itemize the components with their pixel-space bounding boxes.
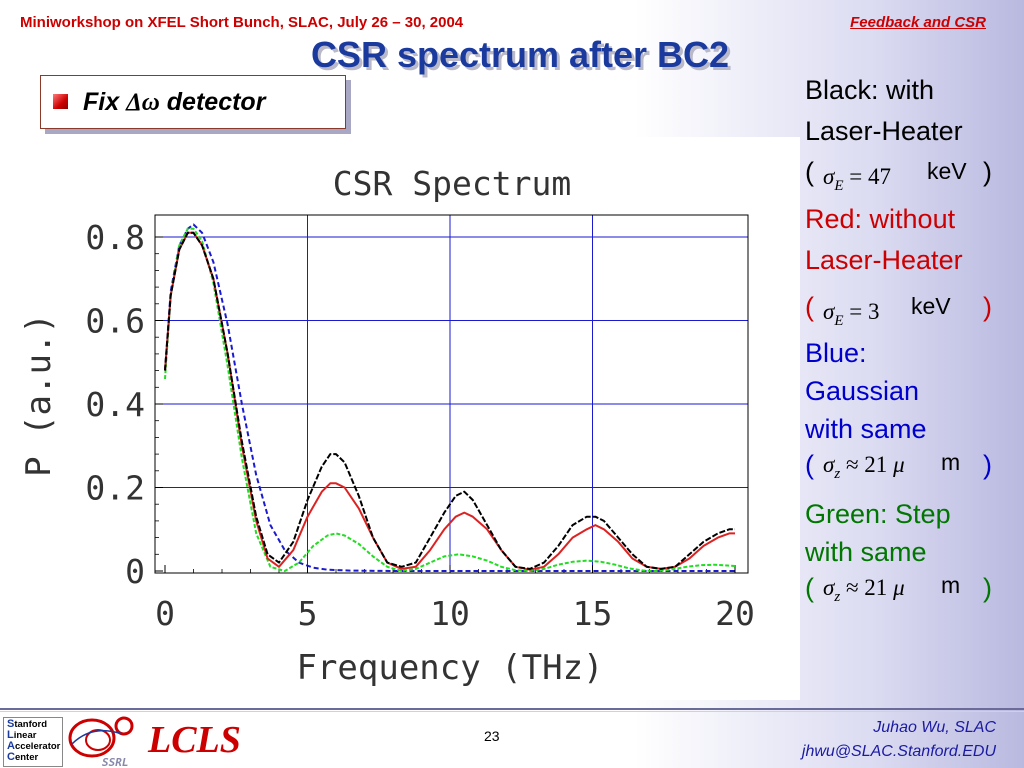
slide-header: Miniworkshop on XFEL Short Bunch, SLAC, …: [0, 0, 1024, 40]
open-paren: (: [805, 450, 814, 480]
slac-logo-text: Stanford Linear Accelerator Center: [7, 718, 61, 764]
logo-word: inear: [13, 730, 37, 741]
legend-black-sigma: ( σE = 47 keV ): [805, 152, 1020, 194]
mu-symbol: μ: [893, 575, 905, 600]
slide-title: CSR spectrum after BC2: [310, 34, 730, 75]
bullet-square-icon: [53, 94, 68, 109]
y-tick-label: 0.6: [85, 302, 145, 341]
close-paren: ): [983, 292, 992, 322]
section-link[interactable]: Feedback and CSR: [850, 14, 986, 31]
legend-green-title-1: Green: Step: [805, 499, 951, 529]
y-tick-label: 0: [125, 552, 145, 591]
sigma-expression: σz ≈ 21 μ: [823, 571, 905, 608]
sigma-symbol: σ: [823, 452, 835, 477]
x-axis-label: Frequency (THz): [296, 648, 603, 688]
delta-omega-symbol: Δω: [126, 89, 160, 116]
unit: keV: [911, 293, 951, 319]
legend-panel: Black: with Laser-Heater ( σE = 47 keV )…: [805, 70, 1020, 605]
sigma-expression: σE = 3: [823, 291, 880, 336]
author-info: Juhao Wu, SLAC jhwu@SLAC.Stanford.EDU: [802, 716, 996, 764]
slac-logo: Stanford Linear Accelerator Center: [3, 717, 63, 767]
close-paren: ): [983, 573, 992, 603]
series-line-red: [164, 231, 735, 571]
sigma-expression: σE = 47: [823, 156, 891, 201]
close-paren: ): [983, 157, 992, 187]
tick-layer: [155, 236, 736, 573]
footer-divider: [0, 708, 1024, 710]
logo-letter: S: [7, 718, 15, 730]
sigma-relation: ≈ 21: [840, 575, 894, 600]
legend-green-sigma: ( σz ≈ 21 μ m ): [805, 571, 1020, 605]
open-paren: (: [805, 157, 814, 187]
x-tick-label: 15: [573, 594, 613, 633]
csr-spectrum-chart: CSR Spectrum Frequency (THz) P (a.u.) 0 5…: [19, 164, 755, 688]
sigma-subscript: z: [834, 466, 841, 482]
logo-word: tanford: [14, 719, 48, 730]
bullet-box: Fix Δω detector: [40, 75, 346, 129]
legend-red-title-1: Red: without: [805, 204, 956, 234]
sigma-symbol: σ: [823, 299, 835, 324]
author-name: Juhao Wu, SLAC: [873, 719, 996, 736]
legend-red-title-2: Laser-Heater: [805, 245, 963, 275]
y-tick-label: 0.8: [85, 218, 145, 257]
series-line-black: [164, 231, 735, 570]
ssrl-logo-icon: SSRL: [68, 716, 134, 768]
x-tick-label: 0: [155, 594, 175, 633]
x-tick-label: 10: [430, 594, 470, 633]
mu-symbol: μ: [893, 452, 905, 477]
sigma-subscript: z: [834, 589, 841, 605]
series-line-green: [164, 227, 736, 572]
page-number: 23: [484, 728, 500, 744]
sigma-relation: = 47: [843, 164, 891, 189]
legend-blue-title-2: Gaussian: [805, 376, 920, 406]
logo-letter: L: [7, 729, 14, 741]
bullet-prefix: Fix: [83, 88, 127, 116]
open-paren: (: [805, 573, 814, 603]
footer-divider-light: [0, 711, 1024, 712]
series-layer: [164, 223, 736, 572]
y-tick-labels: 0 0.2 0.4 0.6 0.8: [85, 218, 145, 591]
legend-blue-title-1: Blue:: [805, 338, 867, 368]
x-tick-labels: 0 5 10 15 20: [155, 594, 755, 633]
logo-word: ccelerator: [14, 741, 61, 752]
legend-blue-title-3: with same: [805, 414, 927, 444]
sigma-symbol: σ: [823, 164, 835, 189]
x-tick-label: 20: [715, 594, 755, 633]
author-email[interactable]: jhwu@SLAC.Stanford.EDU: [801, 743, 996, 760]
sigma-relation: = 3: [843, 299, 880, 324]
y-tick-label: 0.2: [85, 469, 145, 508]
plot-frame: [154, 214, 749, 574]
logo-word: enter: [14, 752, 39, 763]
close-paren: ): [983, 450, 992, 480]
workshop-title: Miniworkshop on XFEL Short Bunch, SLAC, …: [20, 14, 464, 31]
open-paren: (: [805, 292, 814, 322]
sigma-subscript: E: [834, 178, 844, 194]
y-tick-label: 0.4: [85, 385, 145, 424]
sigma-symbol: σ: [823, 575, 835, 600]
sigma-subscript: E: [834, 313, 844, 329]
grid-layer: [155, 215, 748, 573]
bullet-text: Fix Δω detector: [83, 88, 265, 117]
bullet-suffix: detector: [159, 88, 266, 116]
legend-red-sigma: ( σE = 3 keV ): [805, 287, 1020, 329]
x-tick-label: 5: [298, 594, 318, 633]
legend-black-title-2: Laser-Heater: [805, 116, 963, 146]
unit: m: [941, 449, 961, 475]
sigma-expression: σz ≈ 21 μ: [823, 448, 905, 485]
ssrl-text: SSRL: [102, 756, 129, 768]
legend-blue-sigma: ( σz ≈ 21 μ m ): [805, 448, 1020, 482]
sigma-relation: ≈ 21: [840, 452, 894, 477]
lcls-logo: LCLS: [148, 719, 241, 761]
chart-panel: CSR Spectrum Frequency (THz) P (a.u.) 0 5…: [0, 137, 800, 700]
legend-green-title-2: with same: [805, 537, 927, 567]
logo-letter: A: [7, 740, 15, 752]
unit: keV: [927, 158, 967, 184]
legend-black-title-1: Black: with: [805, 75, 935, 105]
chart-title: CSR Spectrum: [333, 164, 571, 203]
logo-letter: C: [7, 751, 15, 763]
unit: m: [941, 572, 961, 598]
y-axis-label: P (a.u.): [19, 313, 59, 477]
